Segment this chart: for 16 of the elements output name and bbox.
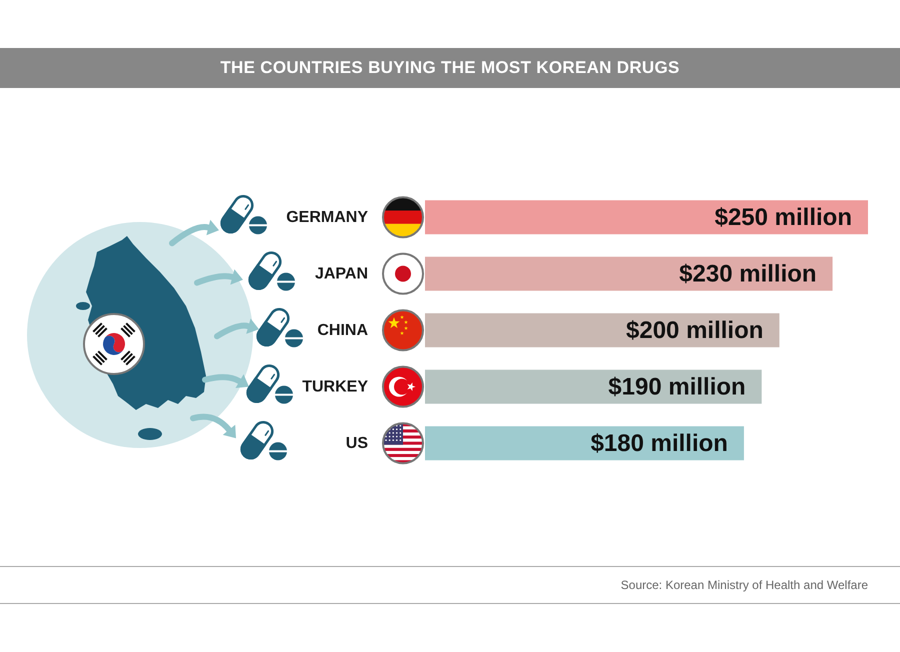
y-tick-label: GERMANY (286, 208, 368, 226)
y-tick-label: TURKEY (302, 378, 368, 396)
y-tick-label: US (346, 434, 368, 452)
data-label: $200 million (626, 316, 764, 344)
y-tick-label: CHINA (317, 322, 368, 339)
source-note: Source: Korean Ministry of Health and Welfare (620, 578, 868, 592)
bar (425, 370, 762, 404)
bar (425, 313, 780, 348)
chart-title: THE COUNTRIES BUYING THE MOST KOREAN DRUGS (220, 58, 680, 78)
data-label: $250 million (714, 204, 852, 231)
y-tick-label: JAPAN (314, 265, 368, 282)
bar (425, 200, 868, 234)
data-label: $190 million (608, 373, 746, 400)
data-label: $230 million (679, 260, 817, 288)
data-label: $180 million (590, 430, 728, 457)
bar (425, 256, 833, 291)
